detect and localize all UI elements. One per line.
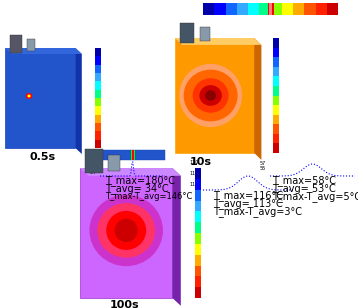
Bar — [273, 76, 279, 86]
Bar — [259, 3, 271, 15]
Bar — [273, 47, 279, 57]
Bar — [273, 57, 279, 67]
Bar — [273, 115, 279, 124]
Bar — [100, 150, 165, 160]
Text: T_avg= 34°C: T_avg= 34°C — [105, 183, 169, 194]
Bar — [214, 3, 226, 15]
Text: 110: 110 — [190, 182, 199, 187]
Bar — [95, 123, 101, 131]
Bar — [293, 3, 304, 15]
Polygon shape — [175, 38, 261, 45]
Bar — [200, 27, 210, 41]
Bar — [95, 106, 101, 115]
Bar — [273, 38, 279, 47]
Bar — [195, 211, 201, 222]
Bar — [27, 39, 35, 51]
Bar — [195, 233, 201, 244]
Ellipse shape — [205, 90, 216, 101]
Bar — [195, 222, 201, 233]
Bar — [95, 90, 101, 98]
Bar — [273, 124, 279, 134]
Polygon shape — [175, 38, 254, 153]
Text: T_max-T_avg=5°C: T_max-T_avg=5°C — [272, 191, 358, 202]
Bar — [273, 86, 279, 95]
Ellipse shape — [115, 219, 138, 242]
Bar — [248, 3, 259, 15]
Bar — [273, 67, 279, 76]
Bar — [195, 265, 201, 276]
Ellipse shape — [26, 93, 32, 99]
Bar — [95, 131, 101, 140]
Bar — [108, 155, 120, 171]
Bar — [95, 81, 101, 90]
Bar — [195, 244, 201, 255]
Polygon shape — [173, 168, 181, 306]
Bar — [95, 140, 101, 148]
Text: 10s: 10s — [190, 157, 212, 167]
Bar — [267, 3, 274, 15]
Bar — [273, 144, 279, 153]
Text: 55: 55 — [260, 166, 266, 171]
Bar — [131, 150, 134, 160]
Bar — [95, 65, 101, 73]
Text: 120: 120 — [190, 160, 199, 165]
Ellipse shape — [97, 203, 155, 258]
Bar — [95, 115, 101, 123]
Ellipse shape — [199, 85, 222, 106]
Bar — [273, 95, 279, 105]
Text: T_max=58°C: T_max=58°C — [272, 175, 336, 186]
Bar — [195, 276, 201, 287]
Bar — [195, 190, 201, 201]
Bar — [282, 3, 293, 15]
Bar — [95, 56, 101, 65]
Text: 0.5s: 0.5s — [29, 152, 55, 162]
Bar — [304, 3, 315, 15]
Ellipse shape — [193, 78, 229, 113]
Text: T_max-T_avg=3°C: T_max-T_avg=3°C — [213, 206, 302, 217]
Polygon shape — [254, 38, 261, 160]
Text: T_max-T_avg=146°C: T_max-T_avg=146°C — [105, 192, 192, 201]
Bar — [237, 3, 248, 15]
Bar — [95, 98, 101, 106]
Ellipse shape — [90, 195, 163, 266]
Polygon shape — [80, 168, 173, 298]
Bar — [131, 150, 135, 160]
Bar — [273, 134, 279, 144]
Bar — [95, 48, 101, 56]
Bar — [195, 179, 201, 190]
Bar — [315, 3, 327, 15]
Bar — [95, 73, 101, 81]
Text: 34: 34 — [90, 170, 96, 175]
Polygon shape — [76, 48, 82, 154]
Polygon shape — [80, 168, 181, 176]
Bar — [10, 35, 22, 53]
Bar — [269, 3, 272, 15]
Text: 57: 57 — [260, 161, 266, 166]
Bar — [271, 3, 282, 15]
Bar — [273, 105, 279, 115]
Bar — [195, 255, 201, 265]
Polygon shape — [5, 48, 82, 54]
Bar — [195, 287, 201, 298]
Text: 170: 170 — [87, 158, 96, 163]
Bar — [203, 3, 214, 15]
Bar — [85, 149, 103, 173]
Bar — [180, 23, 194, 43]
Polygon shape — [5, 48, 76, 148]
Bar — [226, 3, 237, 15]
Bar — [195, 201, 201, 211]
Ellipse shape — [179, 64, 242, 127]
Text: T_avg= 53°C: T_avg= 53°C — [272, 183, 336, 194]
Text: T_avg= 113°C: T_avg= 113°C — [213, 198, 283, 209]
Text: 166: 166 — [87, 164, 96, 169]
Bar — [195, 168, 201, 179]
Ellipse shape — [28, 95, 30, 98]
Ellipse shape — [106, 211, 146, 250]
Text: T_max=180°C: T_max=180°C — [105, 175, 175, 186]
Text: T_max=116°C: T_max=116°C — [213, 190, 283, 201]
Ellipse shape — [184, 70, 238, 121]
Bar — [327, 3, 338, 15]
Text: 100s: 100s — [110, 300, 140, 308]
Text: 115: 115 — [190, 171, 199, 176]
